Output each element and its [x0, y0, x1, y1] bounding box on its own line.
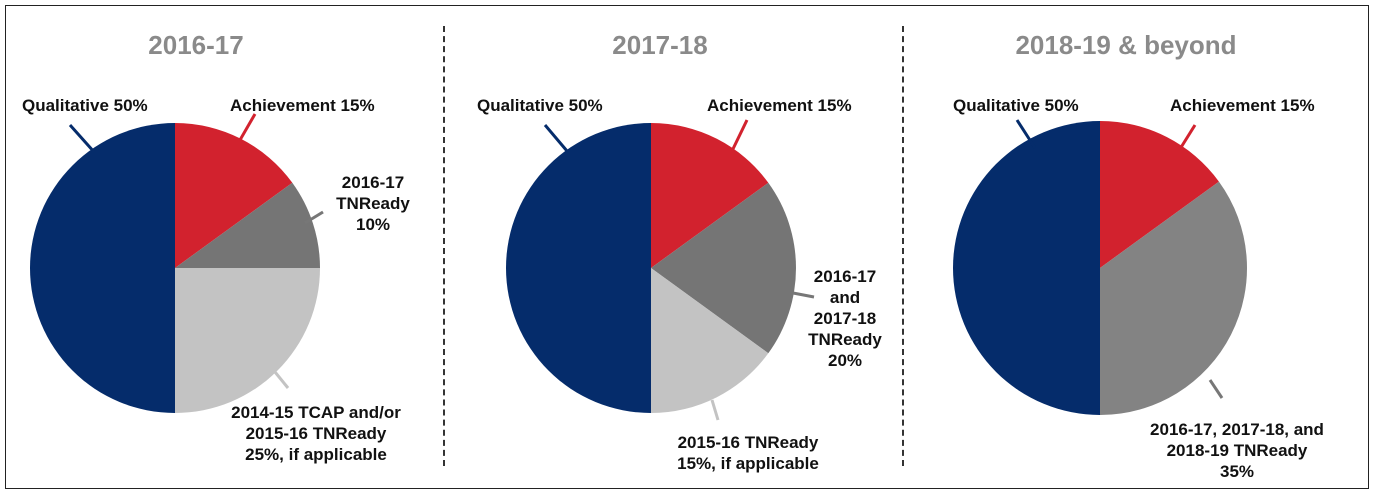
slice-label: Qualitative 50%	[953, 96, 1079, 115]
panel-title: 2017-18	[612, 30, 708, 60]
leader-line	[730, 119, 749, 152]
pie-slice	[953, 121, 1100, 415]
slice-label: Achievement 15%	[707, 96, 852, 115]
pie-chart	[30, 113, 324, 413]
pie-slice	[651, 123, 769, 268]
panel-title: 2016-17	[148, 30, 244, 60]
panel-title: 2018-19 & beyond	[1015, 30, 1237, 60]
leader-line	[1208, 379, 1224, 399]
leader-line	[1178, 124, 1197, 150]
panel-divider	[902, 26, 904, 466]
slice-label: 2014-15 TCAP and/or 2015-16 TNReady 25%,…	[231, 403, 401, 464]
leader-line	[304, 210, 324, 225]
pie-slice	[1100, 121, 1219, 268]
pie-slice	[175, 182, 320, 268]
pie-slice	[175, 268, 320, 413]
slice-label: Qualitative 50%	[477, 96, 603, 115]
leader-line	[1015, 119, 1037, 149]
pie-slice	[651, 182, 796, 354]
slice-label: 2016-17 and 2017-18 TNReady 20%	[808, 267, 882, 370]
pie-slice	[651, 268, 769, 413]
leader-line	[792, 291, 815, 299]
leader-line	[543, 124, 569, 152]
pie-chart	[506, 119, 815, 421]
panel-divider	[443, 26, 445, 466]
slice-label: 2015-16 TNReady 15%, if applicable	[677, 433, 819, 473]
pie-slice	[175, 123, 293, 268]
pie-slice	[506, 123, 651, 413]
pie-slice	[1100, 181, 1247, 415]
slice-label: Achievement 15%	[230, 96, 375, 115]
slice-label: Qualitative 50%	[22, 96, 148, 115]
figure-frame	[5, 5, 1369, 489]
leader-line	[68, 124, 97, 154]
leader-line	[273, 371, 290, 389]
leader-line	[710, 399, 720, 421]
slice-label: 2016-17, 2017-18, and 2018-19 TNReady 35…	[1150, 420, 1324, 481]
slice-label: 2016-17 TNReady 10%	[336, 173, 410, 234]
leader-line	[238, 113, 257, 141]
slice-label: Achievement 15%	[1170, 96, 1315, 115]
pie-chart	[953, 119, 1247, 415]
pie-slice	[30, 123, 175, 413]
